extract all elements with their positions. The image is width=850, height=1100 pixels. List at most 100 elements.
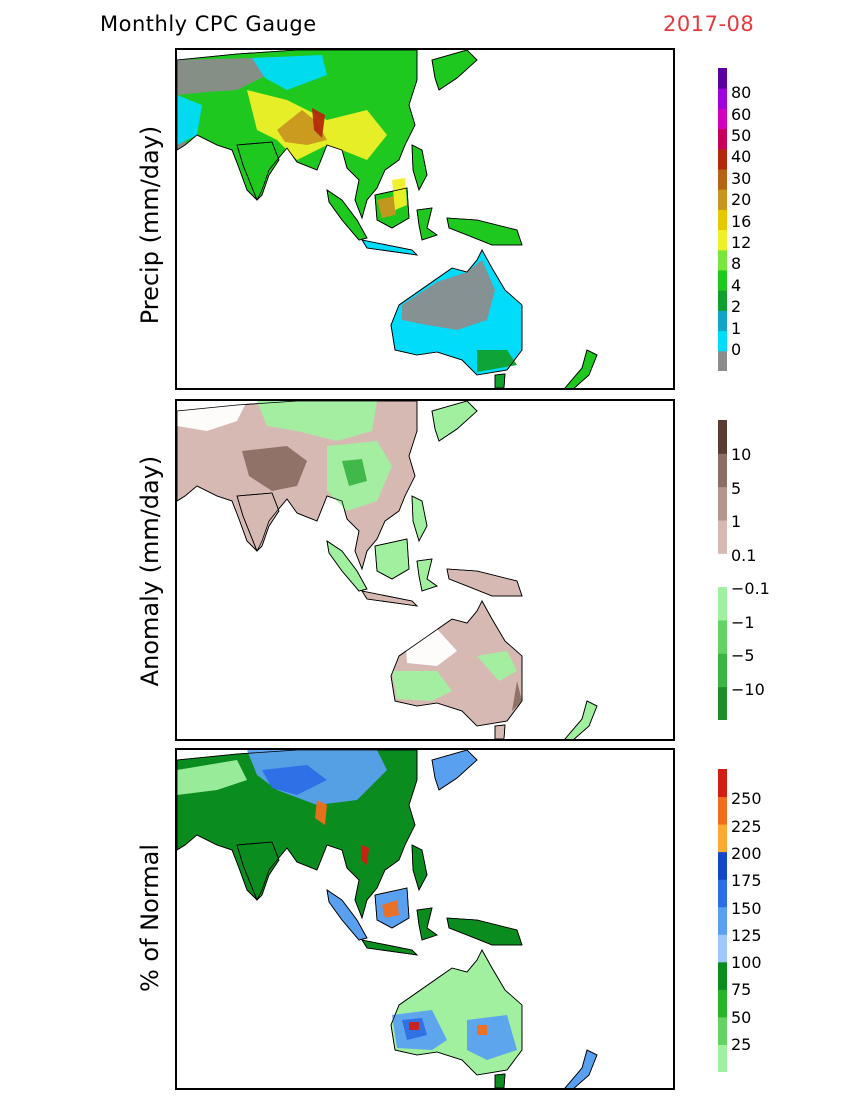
- precip-region: [405, 629, 457, 666]
- colorbar-swatch: [718, 586, 727, 621]
- coastline: [416, 907, 438, 941]
- colorbar-tick-label: 8: [731, 254, 742, 274]
- coastline: [446, 217, 523, 246]
- colorbar-tick-label: 50: [731, 126, 752, 145]
- map-panel-percent-normal: [175, 748, 675, 1090]
- coastline: [326, 189, 368, 241]
- landmass-australia: [390, 949, 523, 1076]
- colorbar-swatch: [718, 108, 727, 130]
- colorbar-tick-label: 60: [731, 104, 752, 124]
- coastline: [236, 841, 280, 901]
- coastline: [374, 887, 410, 929]
- map-panel-anomaly: [175, 399, 675, 741]
- colorbar-tick-label: 100: [731, 953, 762, 973]
- landmass-nz: [564, 1049, 598, 1088]
- precip-region: [277, 110, 327, 145]
- colorbar-swatch: [718, 169, 727, 190]
- coastline: [431, 401, 478, 442]
- colorbar-tick-label: −5: [731, 646, 755, 665]
- colorbar-percent-normal: [718, 769, 727, 1072]
- colorbar-tick-label: 1: [731, 512, 742, 531]
- colorbar-tick-label: 10: [731, 445, 752, 464]
- coastline: [361, 239, 419, 256]
- colorbar-swatch: [718, 906, 727, 935]
- colorbar-tick-label: 0: [731, 340, 742, 359]
- precip-region: [512, 681, 522, 711]
- landmass-sulawesi: [416, 907, 438, 941]
- coastline: [416, 207, 438, 241]
- coastline: [326, 889, 368, 941]
- coastline: [494, 1073, 506, 1088]
- colorbar-swatch: [718, 769, 727, 798]
- colorbar-swatch: [718, 350, 727, 371]
- ylabel-anomaly: Anomaly (mm/day): [136, 455, 164, 687]
- colorbar-tick-label: 200: [731, 843, 762, 863]
- colorbar-tick-label: 25: [731, 1035, 752, 1054]
- precip-region: [409, 1022, 419, 1030]
- colorbar-tick-label: −1: [731, 612, 755, 632]
- colorbar-swatch: [718, 189, 727, 210]
- landmass-philippines: [411, 844, 428, 892]
- precip-region: [392, 178, 407, 210]
- colorbar-tick-label: 0.1: [731, 545, 757, 565]
- colorbar-swatch: [718, 249, 727, 271]
- precip-region: [177, 95, 202, 145]
- colorbar-swatch: [718, 851, 727, 880]
- precip-region: [342, 459, 367, 486]
- precip-region: [477, 651, 517, 681]
- colorbar-swatch: [718, 420, 727, 454]
- precip-region: [312, 108, 325, 138]
- colorbar-swatch: [718, 128, 727, 150]
- plot-title: Monthly CPC Gauge: [100, 12, 317, 36]
- coastline: [390, 600, 523, 727]
- coastline: [564, 1049, 598, 1088]
- colorbar-swatch: [718, 88, 727, 109]
- colorbar-tick-label: 80: [731, 83, 752, 103]
- colorbar-tick-label: 125: [731, 925, 762, 945]
- coastline: [177, 50, 418, 220]
- coastline: [431, 750, 478, 791]
- coastline: [177, 401, 418, 571]
- coastline: [431, 50, 478, 91]
- landmass-sulawesi: [416, 207, 438, 241]
- ylabel-precip: Precip (mm/day): [136, 125, 164, 325]
- colorbar-tick-label: 1: [731, 318, 742, 338]
- colorbar-tick-label: 4: [731, 275, 742, 295]
- colorbar-tick-label: 75: [731, 980, 752, 1000]
- precip-region: [402, 260, 495, 330]
- coastline: [494, 373, 506, 388]
- colorbar-tick-label: −0.1: [731, 579, 770, 598]
- map-panel-precip: [175, 48, 675, 390]
- landmass-tasmania: [494, 1073, 506, 1088]
- colorbar-tick-label: −10: [731, 679, 765, 699]
- colorbar-tick-label: 16: [731, 211, 752, 231]
- coastline: [416, 558, 438, 592]
- colorbar-swatch: [718, 229, 727, 251]
- landmass-nz: [564, 349, 598, 388]
- coastline: [411, 144, 428, 192]
- colorbar-swatch: [718, 209, 727, 231]
- colorbar-swatch: [718, 148, 727, 170]
- landmass-japan: [431, 750, 478, 791]
- colorbar-swatch: [718, 961, 727, 990]
- precip-region: [382, 900, 399, 918]
- coastline: [361, 939, 419, 956]
- anomaly-map: [177, 401, 598, 739]
- colorbar-anomaly: [718, 420, 727, 720]
- precip-region: [377, 195, 399, 218]
- coastline: [361, 590, 419, 607]
- colorbar-swatch: [718, 796, 727, 825]
- colorbar-swatch: [718, 553, 727, 588]
- coastline: [374, 538, 410, 580]
- colorbar-tick-label: 5: [731, 478, 742, 498]
- colorbar-swatch: [718, 1044, 727, 1072]
- colorbar-swatch: [718, 989, 727, 1018]
- precip-region: [315, 800, 327, 825]
- colorbar-swatch: [718, 330, 727, 352]
- colorbar-swatch: [718, 824, 727, 853]
- colorbar-swatch: [718, 1016, 727, 1045]
- colorbar-tick-label: 50: [731, 1007, 752, 1027]
- colorbar-swatch: [718, 879, 727, 908]
- landmass-java: [361, 939, 419, 956]
- landmass-japan: [431, 50, 478, 91]
